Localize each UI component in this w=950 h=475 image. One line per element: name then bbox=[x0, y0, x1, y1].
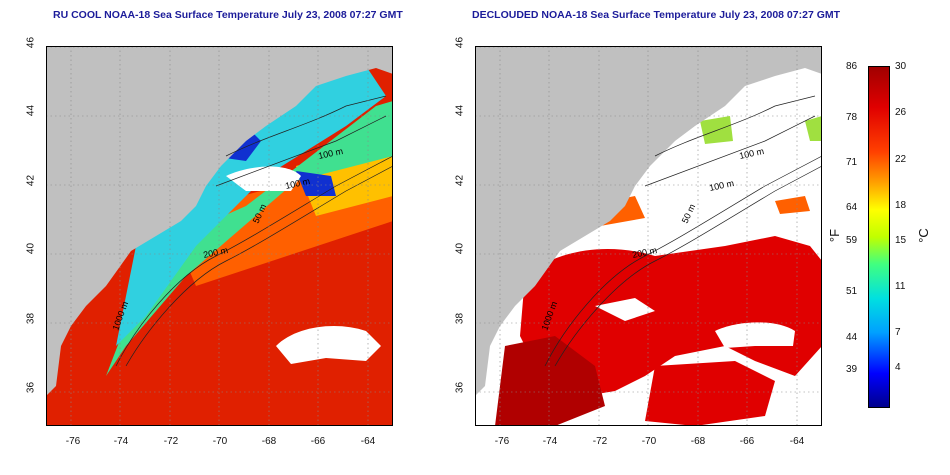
c-tick: 4 bbox=[895, 362, 901, 373]
lon-tick: -72 bbox=[592, 436, 608, 447]
land-islands bbox=[475, 101, 515, 136]
f-tick: 86 bbox=[846, 61, 858, 72]
lon-tick: -68 bbox=[261, 436, 277, 447]
sst-warm-east bbox=[645, 361, 775, 426]
c-tick: 11 bbox=[895, 281, 906, 292]
lat-tick: 38 bbox=[454, 312, 466, 325]
lon-tick: -68 bbox=[690, 436, 706, 447]
cloud-area-1 bbox=[276, 326, 381, 364]
sst-warm-south bbox=[495, 336, 605, 426]
lat-tick: 36 bbox=[25, 381, 37, 394]
lon-tick: -70 bbox=[212, 436, 228, 447]
lon-tick: -74 bbox=[542, 436, 558, 447]
f-tick: 59 bbox=[846, 235, 858, 246]
sst-warm-region bbox=[520, 236, 822, 396]
f-tick: 44 bbox=[846, 332, 858, 343]
contour-line bbox=[215, 115, 387, 187]
lat-tick: 44 bbox=[25, 104, 37, 117]
lon-tick: -76 bbox=[494, 436, 510, 447]
lat-tick: 44 bbox=[454, 104, 466, 117]
left-map: 100 m 100 m 50 m 200 m 1000 m bbox=[46, 46, 393, 426]
lat-tick: 46 bbox=[25, 36, 37, 49]
sst-orange-patch bbox=[585, 196, 810, 226]
c-tick: 18 bbox=[895, 200, 907, 211]
c-tick: 30 bbox=[895, 61, 907, 72]
left-map-title: RU COOL NOAA-18 Sea Surface Temperature … bbox=[53, 9, 403, 21]
c-tick: 26 bbox=[895, 107, 907, 118]
contour-line bbox=[554, 165, 822, 367]
contour-line bbox=[644, 115, 816, 187]
lat-tick: 36 bbox=[454, 381, 466, 394]
lat-tick: 40 bbox=[25, 242, 37, 255]
land-islands bbox=[46, 101, 86, 136]
sst-green-band bbox=[106, 101, 393, 376]
lat-tick: 42 bbox=[454, 174, 466, 187]
f-tick: 78 bbox=[846, 112, 858, 123]
lon-tick: -72 bbox=[163, 436, 179, 447]
lon-tick: -64 bbox=[360, 436, 376, 447]
f-tick: 51 bbox=[846, 286, 858, 297]
cloud-hole-2 bbox=[595, 298, 655, 321]
colorbar bbox=[868, 66, 890, 408]
lon-tick: -64 bbox=[789, 436, 805, 447]
c-tick: 7 bbox=[895, 327, 901, 338]
c-tick: 22 bbox=[895, 154, 907, 165]
f-tick: 71 bbox=[846, 157, 858, 168]
contour-line bbox=[115, 155, 393, 367]
sst-cyan-shelf bbox=[116, 66, 386, 346]
f-tick: 64 bbox=[846, 202, 858, 213]
right-map: 100 m 100 m 50 m 200 m 1000 m bbox=[475, 46, 822, 426]
fahrenheit-unit: °F bbox=[827, 228, 843, 243]
right-map-title: DECLOUDED NOAA-18 Sea Surface Temperatur… bbox=[472, 9, 841, 21]
contour-line bbox=[125, 165, 393, 367]
lon-tick: -76 bbox=[65, 436, 81, 447]
lat-tick: 42 bbox=[25, 174, 37, 187]
lon-tick: -70 bbox=[641, 436, 657, 447]
lat-tick: 46 bbox=[454, 36, 466, 49]
land-mass bbox=[46, 46, 393, 396]
c-tick: 15 bbox=[895, 235, 907, 246]
lat-tick: 38 bbox=[25, 312, 37, 325]
f-tick: 39 bbox=[846, 364, 858, 375]
contour-line bbox=[544, 155, 822, 367]
land-mass bbox=[475, 46, 822, 396]
sst-green-patch bbox=[700, 116, 822, 144]
contour-line bbox=[225, 95, 387, 157]
lat-tick: 40 bbox=[454, 242, 466, 255]
lon-tick: -74 bbox=[113, 436, 129, 447]
contour-line bbox=[654, 95, 816, 157]
lon-tick: -66 bbox=[310, 436, 326, 447]
cloud-hole-1 bbox=[715, 322, 795, 348]
lon-tick: -66 bbox=[739, 436, 755, 447]
celsius-unit: °C bbox=[915, 228, 931, 243]
